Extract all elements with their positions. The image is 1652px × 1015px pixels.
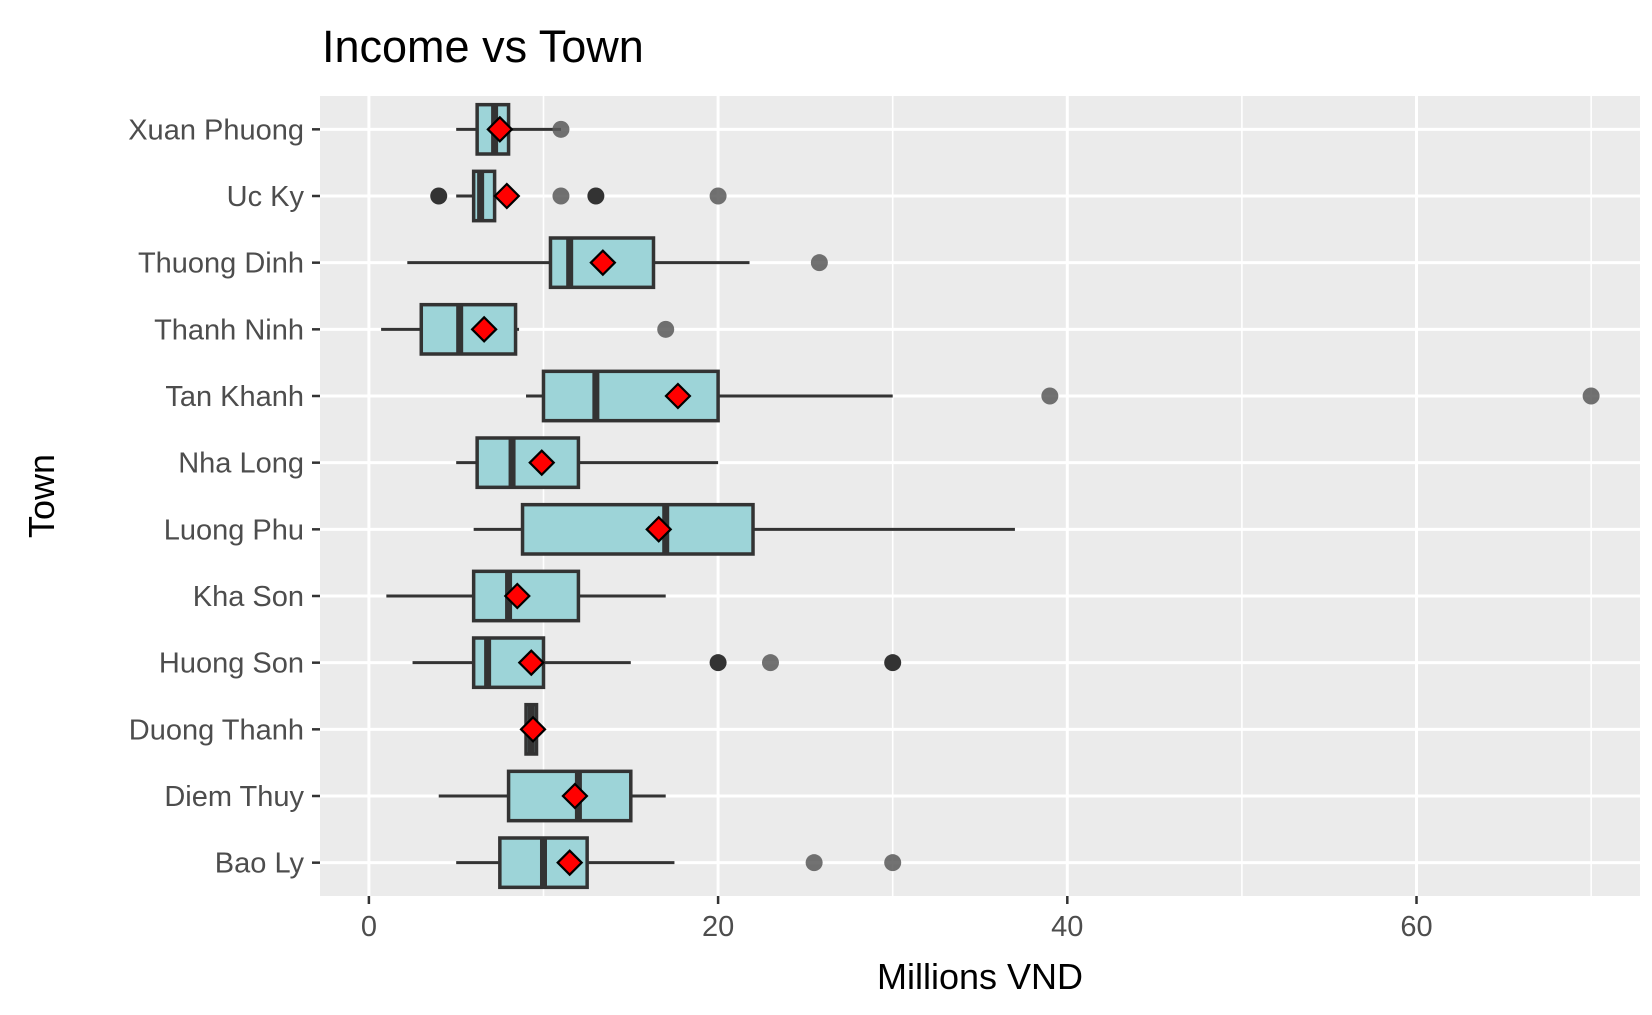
y-axis: Bao Ly Diem Thuy Duong Thanh Huong Son Kha S… — [128, 114, 320, 880]
outlier-point — [709, 654, 727, 672]
box-thanh-ninh — [381, 302, 675, 356]
x-axis-title: Millions VND — [877, 956, 1083, 997]
y-tick-label: Luong Phu — [164, 514, 304, 546]
box-xuan-phuong — [456, 102, 570, 156]
outlier-point — [552, 187, 570, 205]
y-axis-title: Town — [21, 454, 62, 538]
y-tick-label: Uc Ky — [227, 181, 305, 213]
box-nha-long — [456, 436, 719, 490]
mean-marker — [528, 449, 556, 477]
plot-panel — [320, 96, 1640, 896]
box-uc-ky — [430, 169, 727, 223]
mean-marker — [517, 649, 545, 677]
box-iqr — [541, 369, 720, 423]
box-tan-khanh — [526, 369, 1600, 423]
y-tick-label: Tan Khanh — [165, 381, 304, 413]
outlier-point — [430, 187, 448, 205]
outlier-point — [657, 320, 675, 338]
mean-marker — [493, 182, 521, 210]
mean-marker — [519, 715, 547, 743]
box-kha-son — [386, 569, 666, 623]
mean-marker — [486, 115, 514, 143]
y-tick-label: Thuong Dinh — [138, 248, 304, 280]
x-axis: 0 20 40 60 — [361, 896, 1433, 943]
box-duong-thanh — [519, 702, 547, 756]
y-tick-label: Duong Thanh — [129, 714, 304, 746]
y-tick-label: Bao Ly — [215, 848, 305, 880]
outlier-point — [805, 854, 823, 872]
x-tick-label: 60 — [1400, 911, 1432, 943]
x-tick-label: 0 — [361, 911, 377, 943]
outlier-point — [587, 187, 605, 205]
box-huong-son — [412, 636, 902, 690]
box-bao-ly — [456, 836, 902, 890]
boxes-layer — [381, 102, 1600, 890]
outlier-point — [1041, 387, 1059, 405]
box-thuong-dinh — [407, 236, 828, 290]
mean-marker — [589, 249, 617, 277]
mean-marker — [645, 515, 673, 543]
mean-marker — [556, 849, 584, 877]
outlier-point — [761, 654, 779, 672]
outlier-point — [709, 187, 727, 205]
outlier-point — [1582, 387, 1600, 405]
y-tick-label: Nha Long — [178, 448, 304, 480]
outlier-point — [884, 854, 902, 872]
mean-marker — [503, 582, 531, 610]
y-tick-label: Thanh Ninh — [154, 314, 304, 346]
mean-marker — [470, 315, 498, 343]
x-tick-label: 20 — [702, 911, 734, 943]
box-iqr — [520, 502, 755, 556]
outlier-point — [552, 120, 570, 138]
y-tick-label: Huong Son — [159, 648, 304, 680]
chart-title: Income vs Town — [322, 21, 644, 72]
y-tick-label: Xuan Phuong — [128, 114, 304, 146]
box-iqr — [475, 436, 581, 490]
box-diem-thuy — [438, 769, 666, 823]
outlier-point — [884, 654, 902, 672]
x-tick-label: 40 — [1051, 911, 1083, 943]
outlier-point — [810, 254, 828, 272]
mean-marker — [664, 382, 692, 410]
box-luong-phu — [473, 502, 1015, 556]
box-iqr — [419, 302, 518, 356]
y-tick-label: Kha Son — [193, 581, 304, 613]
mean-marker — [561, 782, 589, 810]
y-tick-label: Diem Thuy — [164, 781, 304, 813]
